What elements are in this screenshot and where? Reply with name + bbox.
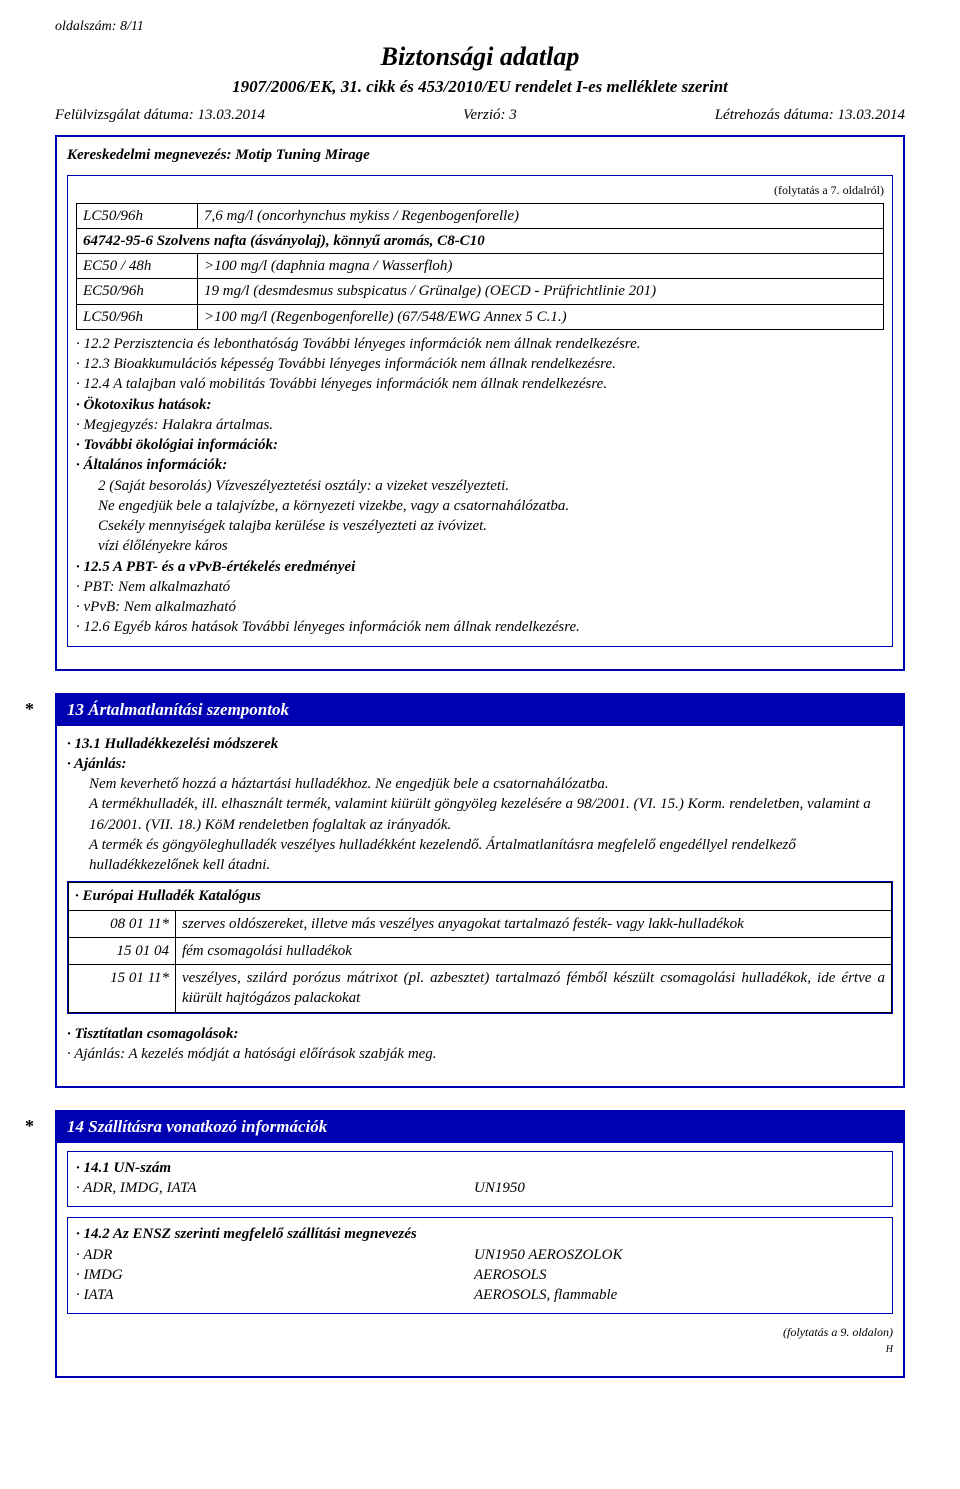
- tox-cell: EC50/96h: [77, 279, 198, 304]
- change-marker-icon: *: [25, 697, 34, 721]
- sec12-line: · Megjegyzés: Halakra ártalmas.: [76, 415, 884, 435]
- sec14-inner-1: · 14.1 UN-szám · ADR, IMDG, IATA UN1950: [67, 1151, 893, 1208]
- sec13-line: Nem keverhető hozzá a háztartási hulladé…: [67, 774, 893, 794]
- table-row: LC50/96h 7,6 mg/l (oncorhynchus mykiss /…: [77, 203, 884, 228]
- sec12-line: · 12.3 Bioakkumulációs képesség További …: [76, 354, 884, 374]
- sec12-line: · vPvB: Nem alkalmazható: [76, 597, 884, 617]
- imdg-value: AEROSOLS: [486, 1265, 884, 1285]
- sec12-line: Ne engedjük bele a talajvízbe, a környez…: [76, 496, 884, 516]
- sec13-line: · 13.1 Hulladékkezelési módszerek: [67, 734, 893, 754]
- tox-cell: EC50 / 48h: [77, 254, 198, 279]
- sec12-line: · Általános információk:: [76, 455, 884, 475]
- waste-code: 08 01 11*: [69, 910, 176, 937]
- adr-label: · ADR: [88, 1245, 486, 1265]
- tox-substance-header: 64742-95-6 Szolvens nafta (ásványolaj), …: [77, 228, 884, 253]
- table-row: 08 01 11* szerves oldószereket, illetve …: [69, 910, 892, 937]
- waste-catalog-table: · Európai Hulladék Katalógus 08 01 11* s…: [68, 882, 892, 1012]
- sec12-line: Csekély mennyiségek talajba kerülése is …: [76, 516, 884, 536]
- sec12-line: · 12.5 A PBT- és a vPvB-értékelés eredmé…: [76, 557, 884, 577]
- imdg-label: · IMDG: [88, 1265, 486, 1285]
- waste-desc: szerves oldószereket, illetve más veszél…: [175, 910, 891, 937]
- tox-cell: 7,6 mg/l (oncorhynchus mykiss / Regenbog…: [198, 203, 884, 228]
- tox-cell: >100 mg/l (Regenbogenforelle) (67/548/EW…: [198, 304, 884, 329]
- sec13-body: · 13.1 Hulladékkezelési módszerek · Aján…: [67, 734, 893, 876]
- un-value: UN1950: [486, 1178, 884, 1198]
- table-row: LC50/96h >100 mg/l (Regenbogenforelle) (…: [77, 304, 884, 329]
- sec12-line: 2 (Saját besorolás) Vízveszélyeztetési o…: [76, 476, 884, 496]
- sec12-line: · 12.6 Egyéb káros hatások További lénye…: [76, 617, 884, 637]
- sec12-line: · További ökológiai információk:: [76, 435, 884, 455]
- continuation-note-bottom: (folytatás a 9. oldalon): [67, 1324, 893, 1340]
- table-row: EC50/96h 19 mg/l (desmdesmus subspicatus…: [77, 279, 884, 304]
- sec12-line: · 12.4 A talajban való mobilitás További…: [76, 374, 884, 394]
- sec14-line: · 14.2 Az ENSZ szerinti megfelelő szállí…: [76, 1224, 884, 1244]
- sec12-body: · 12.2 Perzisztencia és lebonthatóság To…: [76, 334, 884, 638]
- frame-sec14: * 14 Szállításra vonatkozó információk ·…: [55, 1110, 905, 1378]
- creation-date: Létrehozás dátuma: 13.03.2014: [715, 105, 905, 125]
- section-13-title: 13 Ártalmatlanítási szempontok: [57, 695, 903, 726]
- tox-cell: >100 mg/l (daphnia magna / Wasserfloh): [198, 254, 884, 279]
- continuation-note-top: (folytatás a 7. oldalról): [76, 182, 884, 198]
- waste-code: 15 01 11*: [69, 965, 176, 1013]
- table-row: EC50 / 48h >100 mg/l (daphnia magna / Wa…: [77, 254, 884, 279]
- frame-sec12: Kereskedelmi megnevezés: Motip Tuning Mi…: [55, 135, 905, 670]
- sec13-line: A termékhulladék, ill. elhasznált termék…: [67, 794, 893, 835]
- sec13-line: A termék és göngyöleghulladék veszélyes …: [67, 835, 893, 876]
- iata-label: · IATA: [88, 1285, 486, 1305]
- table-row: 15 01 11* veszélyes, szilárd porózus mát…: [69, 965, 892, 1013]
- trade-name-label: Kereskedelmi megnevezés:: [67, 147, 232, 163]
- tox-cell: LC50/96h: [77, 203, 198, 228]
- sec13-line: · Tisztítatlan csomagolások:: [67, 1024, 893, 1044]
- sec12-line: · Ökotoxikus hatások:: [76, 395, 884, 415]
- section-14-title: 14 Szállításra vonatkozó információk: [57, 1112, 903, 1143]
- toxicity-table: LC50/96h 7,6 mg/l (oncorhynchus mykiss /…: [76, 203, 884, 330]
- sec14-row: · ADR, IMDG, IATA UN1950: [76, 1178, 884, 1198]
- doc-title: Biztonsági adatlap: [55, 39, 905, 74]
- doc-subtitle: 1907/2006/EK, 31. cikk és 453/2010/EU re…: [55, 76, 905, 99]
- page-number: oldalszám: 8/11: [55, 18, 905, 37]
- tox-cell: LC50/96h: [77, 304, 198, 329]
- change-marker-icon: *: [25, 1114, 34, 1138]
- sec13-body-2: · Tisztítatlan csomagolások: · Ajánlás: …: [67, 1024, 893, 1065]
- waste-desc: fém csomagolási hulladékok: [175, 937, 891, 964]
- language-mark: H: [67, 1343, 893, 1357]
- sec13-line: · Ajánlás: A kezelés módját a hatósági e…: [67, 1044, 893, 1064]
- sec14-row: · IMDG AEROSOLS: [76, 1265, 884, 1285]
- page-container: oldalszám: 8/11 Biztonsági adatlap 1907/…: [0, 0, 960, 1430]
- table-row: · Európai Hulladék Katalógus: [69, 883, 892, 910]
- sec12-line: · PBT: Nem alkalmazható: [76, 577, 884, 597]
- waste-catalog-frame: · Európai Hulladék Katalógus 08 01 11* s…: [67, 881, 893, 1013]
- un-modes: · ADR, IMDG, IATA: [88, 1178, 486, 1198]
- sec12-line: vízi élőlényekre káros: [76, 536, 884, 556]
- sec14-row: · IATA AEROSOLS, flammable: [76, 1285, 884, 1305]
- table-row: 64742-95-6 Szolvens nafta (ásványolaj), …: [77, 228, 884, 253]
- sec14-inner-2: · 14.2 Az ENSZ szerinti megfelelő szállí…: [67, 1217, 893, 1314]
- trade-name-value: Motip Tuning Mirage: [235, 147, 369, 163]
- waste-desc: veszélyes, szilárd porózus mátrixot (pl.…: [175, 965, 891, 1013]
- revision-date: Felülvizsgálat dátuma: 13.03.2014: [55, 105, 265, 125]
- waste-header: · Európai Hulladék Katalógus: [69, 883, 892, 910]
- sec13-line: · Ajánlás:: [67, 754, 893, 774]
- meta-row: Felülvizsgálat dátuma: 13.03.2014 Verzió…: [55, 105, 905, 125]
- tox-cell: 19 mg/l (desmdesmus subspicatus / Grünal…: [198, 279, 884, 304]
- iata-value: AEROSOLS, flammable: [486, 1285, 884, 1305]
- trade-name: Kereskedelmi megnevezés: Motip Tuning Mi…: [67, 145, 893, 165]
- sec12-line: · 12.2 Perzisztencia és lebonthatóság To…: [76, 334, 884, 354]
- sec14-row: · ADR UN1950 AEROSZOLOK: [76, 1245, 884, 1265]
- inner-frame-12: (folytatás a 7. oldalról) LC50/96h 7,6 m…: [67, 175, 893, 646]
- version: Verzió: 3: [463, 105, 517, 125]
- adr-value: UN1950 AEROSZOLOK: [486, 1245, 884, 1265]
- table-row: 15 01 04 fém csomagolási hulladékok: [69, 937, 892, 964]
- frame-sec13: * 13 Ártalmatlanítási szempontok · 13.1 …: [55, 693, 905, 1088]
- sec14-line: · 14.1 UN-szám: [76, 1158, 884, 1178]
- waste-code: 15 01 04: [69, 937, 176, 964]
